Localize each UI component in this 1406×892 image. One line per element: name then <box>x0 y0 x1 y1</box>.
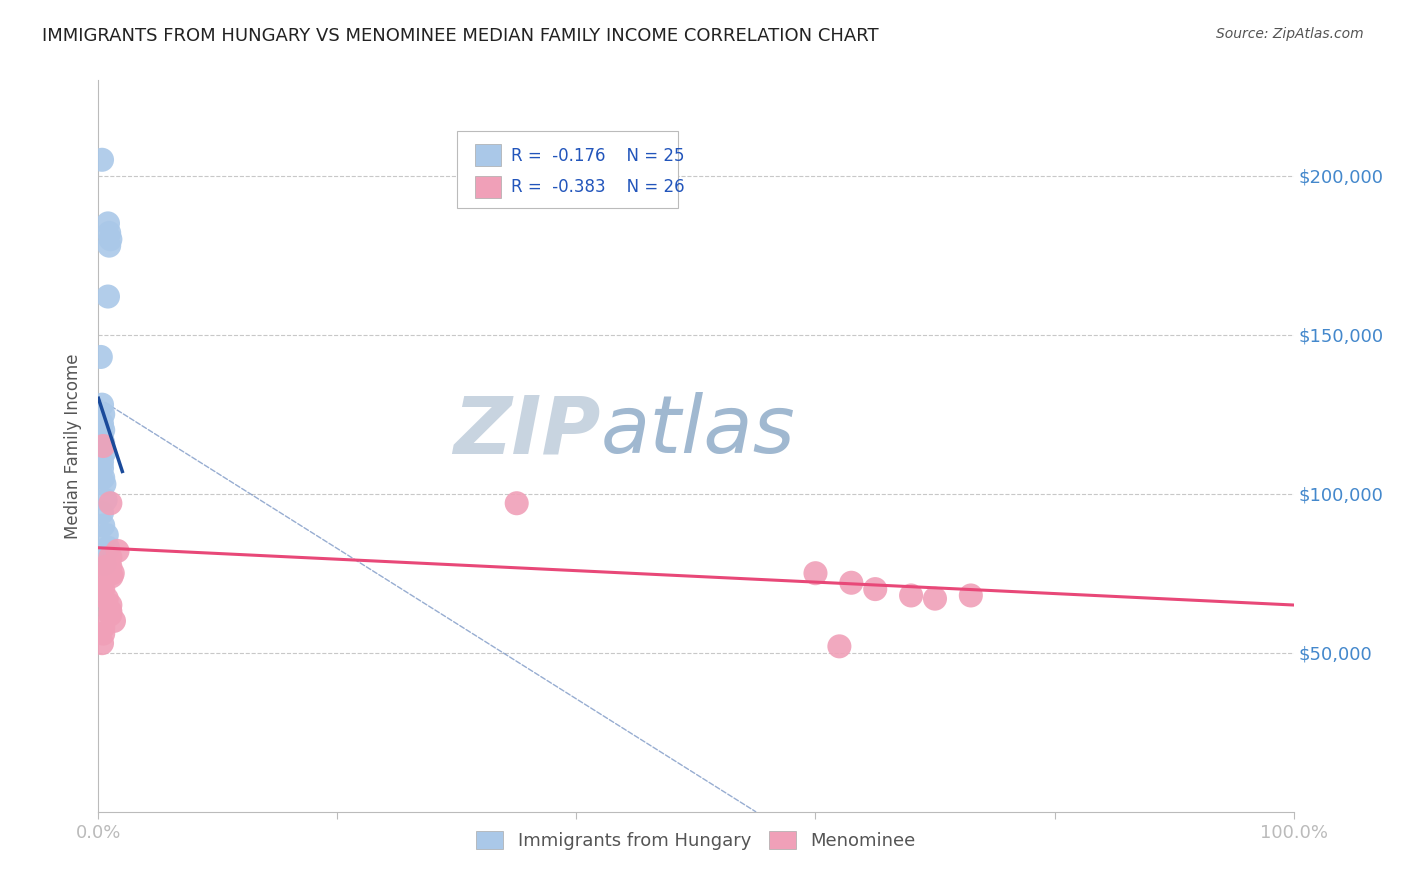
Point <box>107 544 129 558</box>
Point <box>91 455 114 469</box>
Bar <box>475 176 501 198</box>
Point <box>98 226 121 240</box>
Point <box>100 569 122 583</box>
Point <box>93 477 115 491</box>
FancyBboxPatch shape <box>457 131 678 209</box>
Legend: Immigrants from Hungary, Menominee: Immigrants from Hungary, Menominee <box>468 823 924 857</box>
Point <box>103 614 125 628</box>
Point <box>91 153 114 167</box>
Point <box>94 559 117 574</box>
Point <box>91 429 114 443</box>
Point <box>960 589 983 603</box>
Text: Source: ZipAtlas.com: Source: ZipAtlas.com <box>1216 27 1364 41</box>
Point <box>98 598 122 612</box>
Point <box>90 350 112 364</box>
Point <box>91 626 114 640</box>
Point <box>91 471 114 485</box>
Point <box>91 620 114 634</box>
Point <box>98 604 122 618</box>
Point <box>91 636 114 650</box>
Text: IMMIGRANTS FROM HUNGARY VS MENOMINEE MEDIAN FAMILY INCOME CORRELATION CHART: IMMIGRANTS FROM HUNGARY VS MENOMINEE MED… <box>42 27 879 45</box>
Point <box>91 461 114 475</box>
Point <box>900 589 922 603</box>
Text: R =  -0.383    N = 26: R = -0.383 N = 26 <box>510 178 685 196</box>
Point <box>91 550 114 565</box>
Point <box>98 607 122 622</box>
Text: atlas: atlas <box>600 392 796 470</box>
Point <box>98 232 122 246</box>
Point <box>91 407 114 421</box>
Point <box>804 566 827 581</box>
Point <box>101 566 124 581</box>
Point <box>91 417 114 431</box>
Point <box>91 582 114 596</box>
Point <box>98 550 122 565</box>
Point <box>98 496 122 510</box>
Point <box>97 289 120 303</box>
Point <box>91 398 114 412</box>
Point <box>96 528 118 542</box>
Point <box>841 575 863 590</box>
Point <box>506 496 529 510</box>
Text: ZIP: ZIP <box>453 392 600 470</box>
Point <box>93 557 115 571</box>
Point <box>93 445 115 459</box>
Point <box>94 493 117 508</box>
Y-axis label: Median Family Income: Median Family Income <box>65 353 83 539</box>
Point <box>98 238 121 252</box>
Point <box>91 439 114 453</box>
Point <box>97 541 120 555</box>
Point <box>91 435 114 450</box>
Point <box>97 216 120 230</box>
Point <box>96 591 118 606</box>
Point <box>924 591 946 606</box>
Bar <box>475 145 501 167</box>
Point <box>828 640 851 654</box>
Point <box>91 518 114 533</box>
Text: R =  -0.176    N = 25: R = -0.176 N = 25 <box>510 147 685 165</box>
Point <box>98 559 122 574</box>
Point <box>91 506 114 520</box>
Point <box>91 573 114 587</box>
Point <box>865 582 887 596</box>
Point <box>91 423 114 437</box>
